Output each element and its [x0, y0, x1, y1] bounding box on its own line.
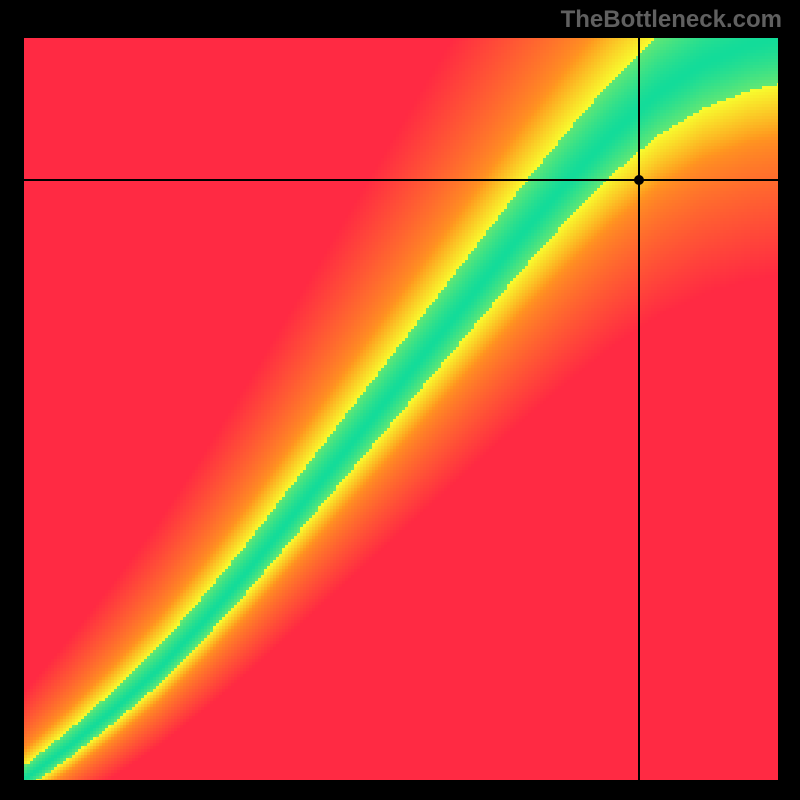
heatmap-canvas [24, 38, 778, 780]
heatmap-plot [24, 38, 778, 780]
crosshair-marker [634, 175, 644, 185]
watermark-text: TheBottleneck.com [561, 6, 782, 34]
crosshair-vertical [638, 38, 640, 780]
crosshair-horizontal [24, 179, 778, 181]
